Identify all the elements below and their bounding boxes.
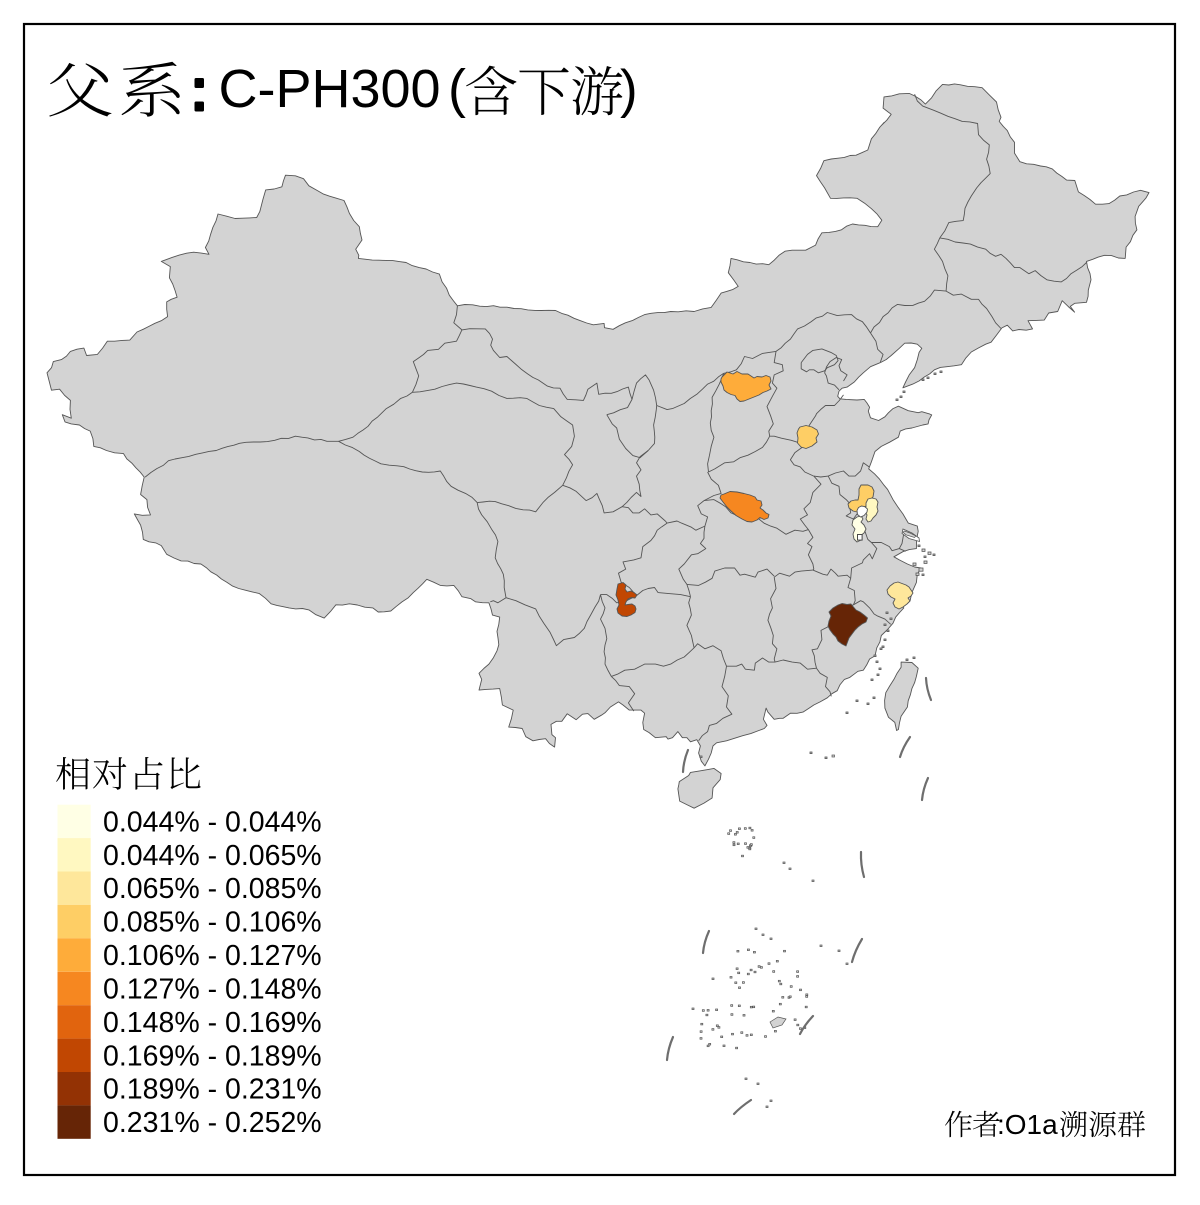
svg-text:0.231% - 0.252%: 0.231% - 0.252% xyxy=(103,1107,322,1139)
svg-text:0.065% - 0.085%: 0.065% - 0.085% xyxy=(103,873,322,905)
svg-text::O1a: :O1a xyxy=(997,1109,1058,1140)
svg-text:(: ( xyxy=(448,59,466,119)
svg-text:C-PH300: C-PH300 xyxy=(219,59,441,119)
svg-text:0.106% - 0.127%: 0.106% - 0.127% xyxy=(103,940,322,972)
svg-text:0.127% - 0.148%: 0.127% - 0.148% xyxy=(103,974,322,1006)
svg-text:0.189% - 0.231%: 0.189% - 0.231% xyxy=(103,1074,322,1106)
svg-text:0.044% - 0.044%: 0.044% - 0.044% xyxy=(103,806,322,838)
svg-text:0.044% - 0.065%: 0.044% - 0.065% xyxy=(103,840,322,872)
svg-text:0.148% - 0.169%: 0.148% - 0.169% xyxy=(103,1007,322,1039)
svg-text:): ) xyxy=(620,60,638,119)
svg-text:0.085% - 0.106%: 0.085% - 0.106% xyxy=(103,907,322,939)
svg-text:0.169% - 0.189%: 0.169% - 0.189% xyxy=(103,1040,322,1072)
